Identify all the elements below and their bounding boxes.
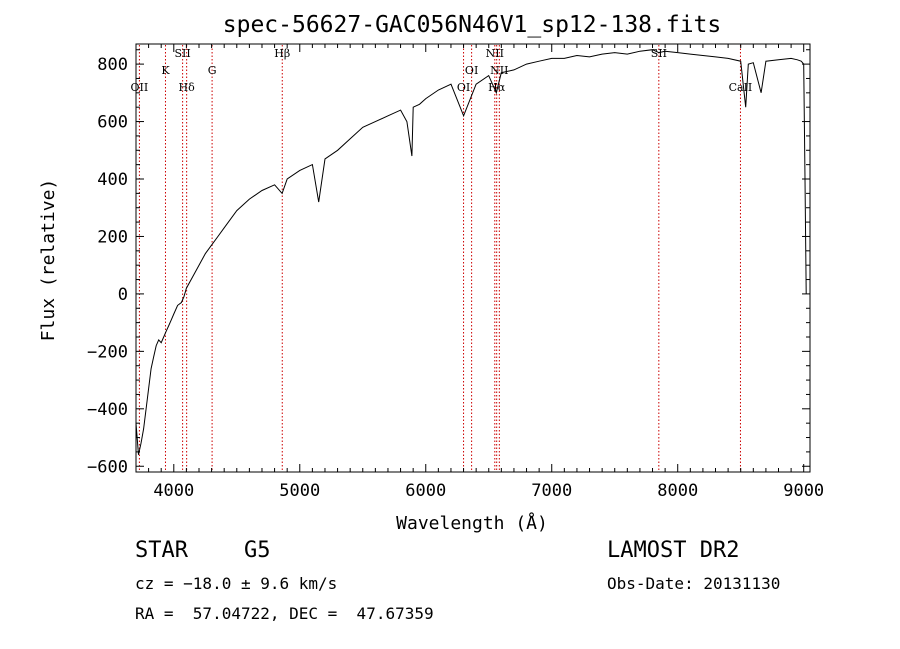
object-class: STAR — [135, 538, 188, 563]
obs-date: Obs-Date: 20131130 — [607, 574, 781, 593]
y-axis: −600 −400 −200 0 200 400 600 800 — [87, 49, 810, 477]
y-tick-label: 600 — [97, 113, 128, 133]
marker-label: OII — [131, 81, 149, 94]
y-tick-label: −400 — [87, 400, 128, 420]
x-tick-label: 9000 — [783, 481, 824, 501]
plot-frame — [135, 43, 811, 473]
marker-label: G — [208, 64, 217, 77]
series-line — [135, 49, 807, 455]
marker-label: OI — [457, 81, 470, 94]
marker-label: CaII — [729, 81, 753, 94]
x-tick-label: 4000 — [153, 481, 194, 501]
y-axis-label: Flux (relative) — [38, 179, 59, 342]
marker-label: Hβ — [274, 47, 290, 60]
survey-name: LAMOST DR2 — [607, 538, 740, 563]
y-tick-label: −600 — [87, 457, 128, 477]
chart-title: spec-56627-GAC056N46V1_sp12-138.fits — [223, 12, 722, 38]
marker-lines — [138, 45, 741, 471]
y-tick-label: 400 — [97, 170, 128, 190]
marker-label: Hδ — [179, 81, 196, 94]
x-axis: 4000 5000 6000 7000 8000 9000 — [148, 44, 824, 501]
y-tick-label: 200 — [97, 227, 128, 247]
y-tick-label: 0 — [118, 285, 128, 305]
marker-label: NII — [490, 64, 508, 77]
marker-label: NII — [486, 47, 504, 60]
x-tick-label: 5000 — [279, 481, 320, 501]
coordinates: RA = 57.04722, DEC = 47.67359 — [135, 604, 434, 623]
x-axis-label: Wavelength (Å) — [396, 512, 548, 534]
marker-label: SII — [651, 47, 667, 60]
marker-label: K — [161, 64, 170, 77]
marker-label: SII — [174, 47, 190, 60]
object-subclass: G5 — [244, 538, 271, 563]
y-tick-label: −200 — [87, 342, 128, 362]
x-tick-label: 6000 — [405, 481, 446, 501]
x-tick-label: 7000 — [531, 481, 572, 501]
marker-label: OI — [465, 64, 478, 77]
x-tick-label: 8000 — [657, 481, 698, 501]
redshift-text: cz = −18.0 ± 9.6 km/s — [135, 574, 338, 593]
y-tick-label: 800 — [97, 55, 128, 75]
